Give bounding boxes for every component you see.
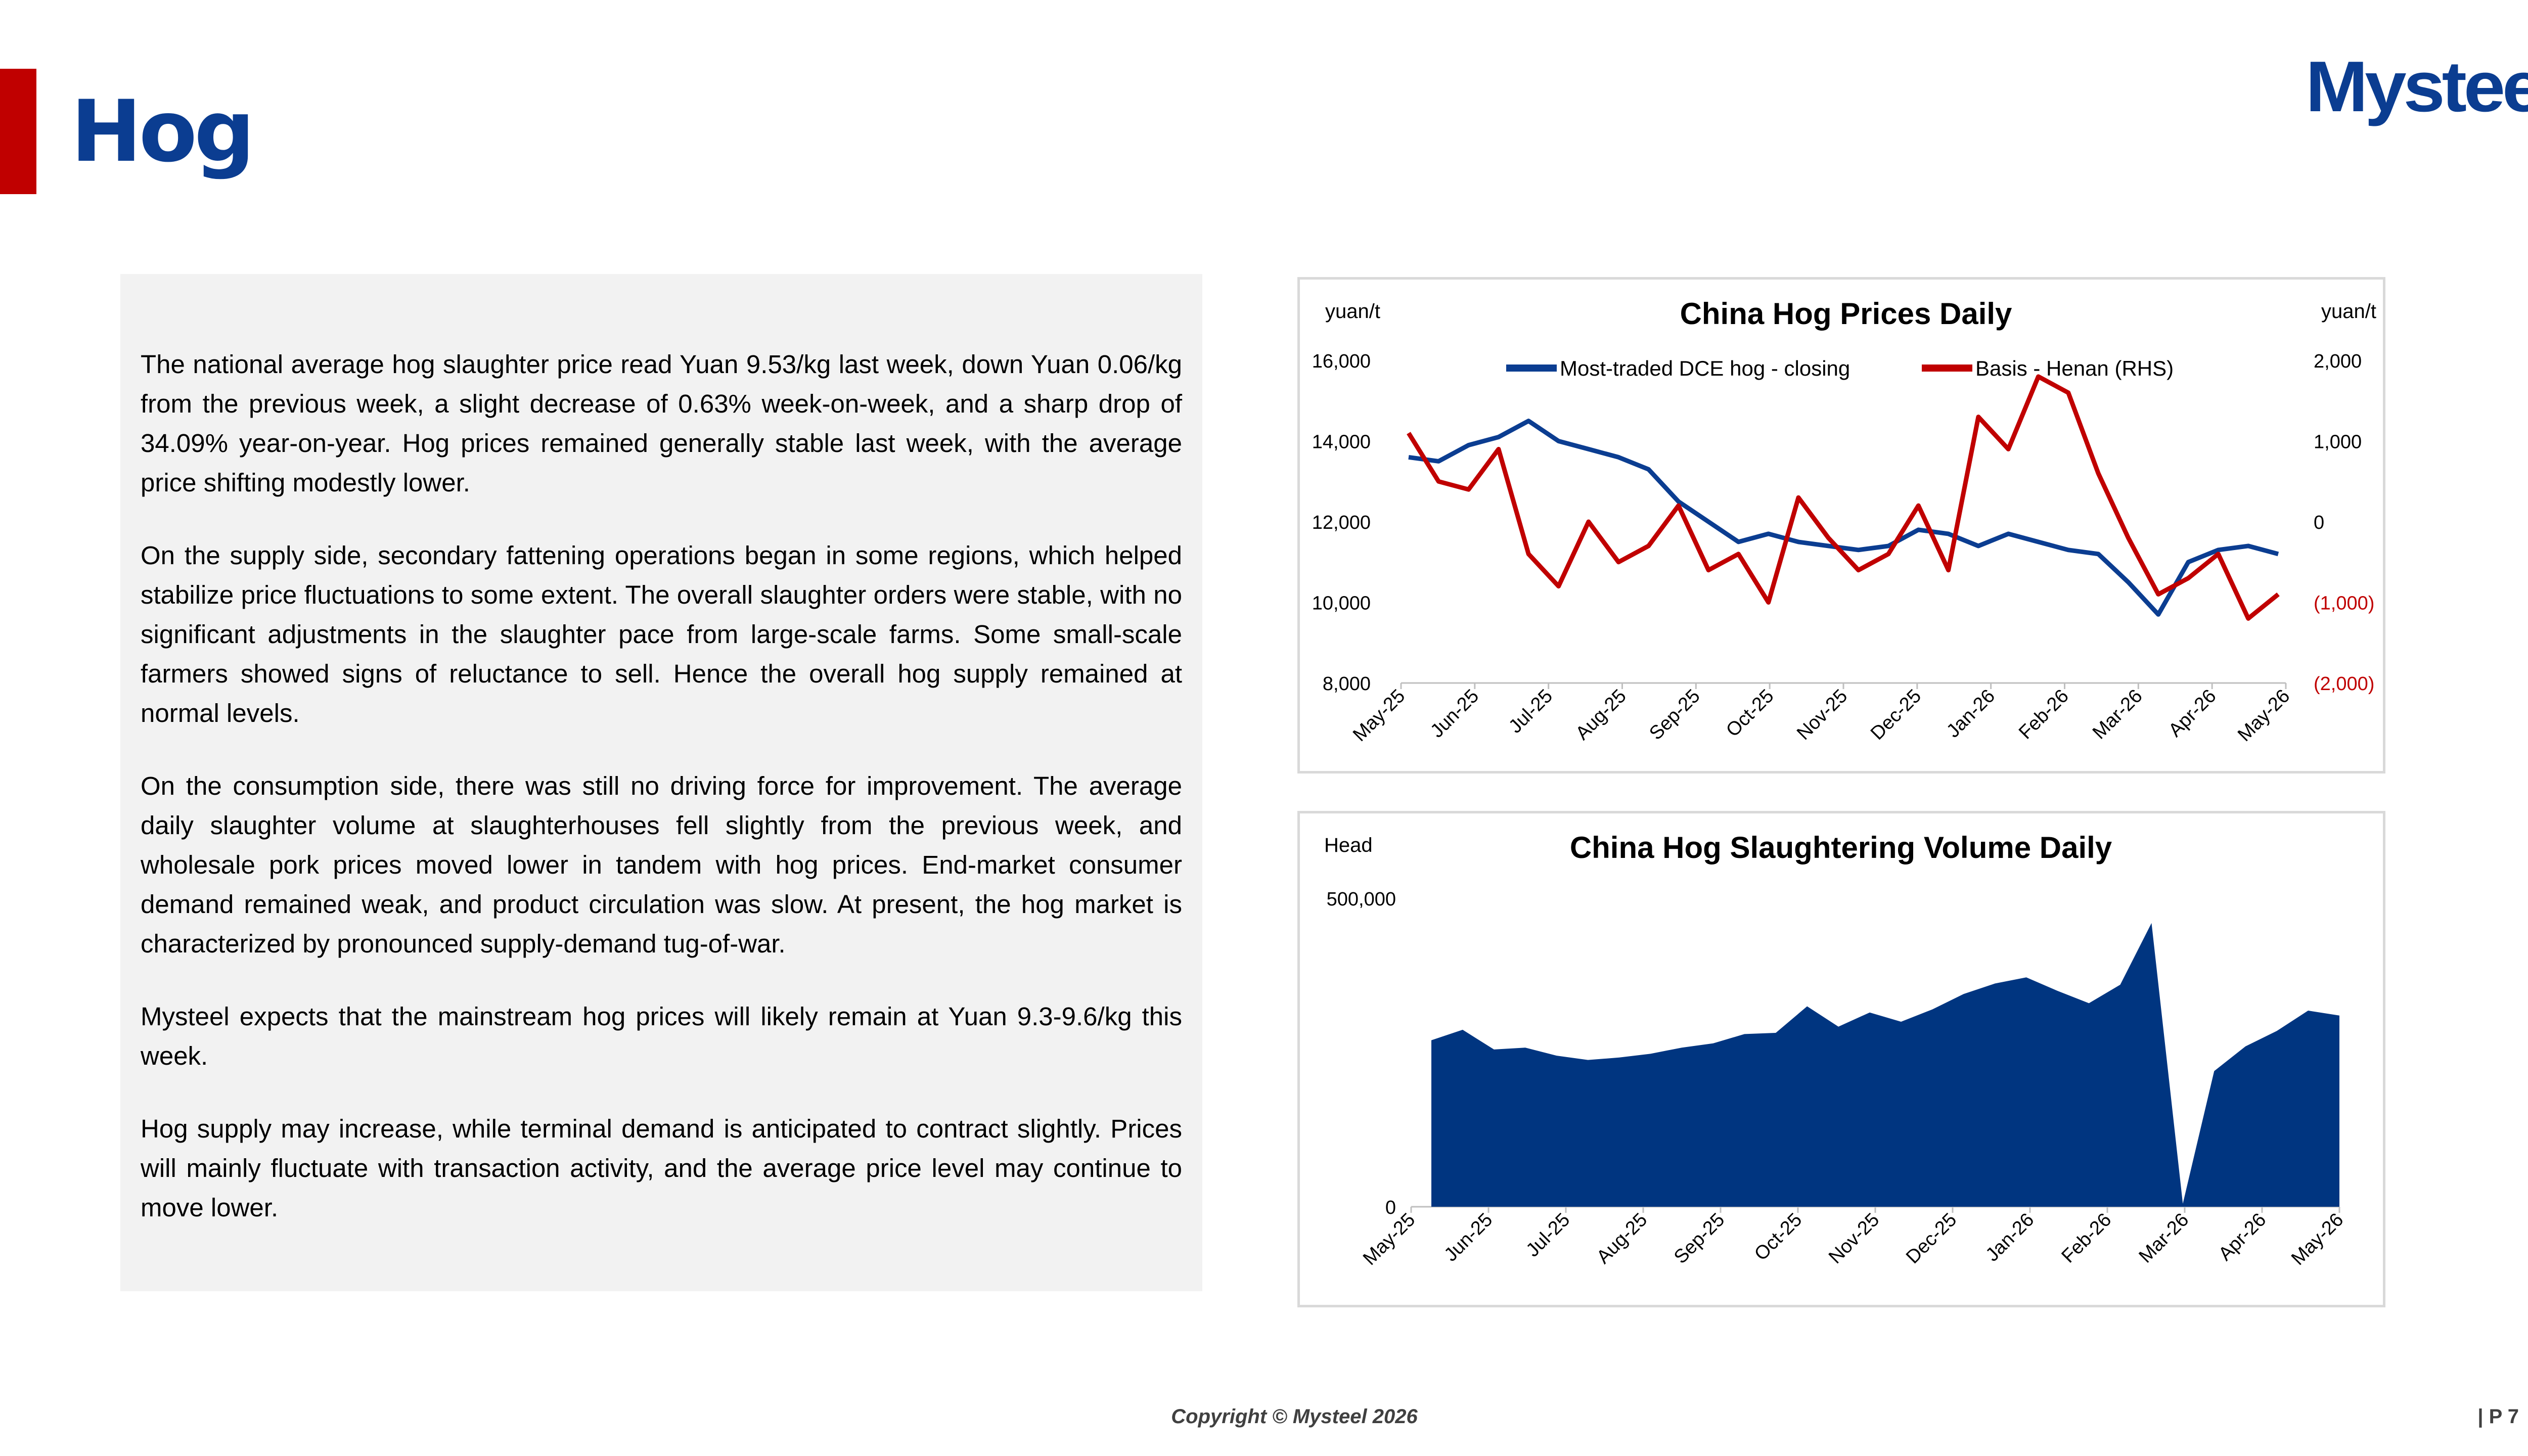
chart1-x-tick: Feb-26: [2015, 686, 2073, 744]
chart1-x-tick: Dec-25: [1867, 686, 1925, 744]
slaughter-volume-chart: China Hog Slaughtering Volume Daily Head…: [1297, 811, 2385, 1307]
chart1-x-tick: Jul-25: [1505, 686, 1557, 738]
chart1-y2-tick: (1,000): [2314, 593, 2374, 614]
series-line-dce-hog: [1408, 419, 2279, 617]
chart2-x-tick: Oct-25: [1750, 1209, 1806, 1265]
commentary-panel: The national average hog slaughter price…: [120, 274, 1202, 1291]
paragraph-consumption: On the consumption side, there was still…: [141, 771, 1182, 958]
chart1-left-axis-label: yuan/t: [1325, 300, 1380, 323]
chart2-x-tick: Sep-25: [1670, 1209, 1729, 1268]
hog-prices-chart-svg: China Hog Prices Daily yuan/t yuan/t Mos…: [1312, 297, 2376, 746]
chart1-x-tick: Aug-25: [1572, 686, 1631, 744]
chart2-y-tick: 0: [1385, 1197, 1396, 1218]
paragraph-forecast: Hog supply may increase, while terminal …: [141, 1114, 1182, 1222]
chart2-x-tick: Feb-26: [2058, 1209, 2116, 1267]
legend-label-dce: Most-traded DCE hog - closing: [1560, 356, 1850, 380]
chart2-x-tick: Jun-25: [1440, 1209, 1497, 1266]
chart1-y-tick: 10,000: [1312, 593, 1371, 614]
chart1-x-tick: Mar-26: [2089, 686, 2147, 744]
chart1-right-axis-label: yuan/t: [2321, 300, 2376, 323]
logo-wordmark: Mysteel: [2306, 47, 2528, 127]
series-area-slaughter-volume: [1431, 923, 2339, 1207]
paragraph-supply: On the supply side, secondary fattening …: [141, 541, 1182, 727]
chart1-x-tick: Sep-25: [1645, 686, 1704, 744]
chart1-y-tick: 12,000: [1312, 512, 1371, 533]
chart2-x-tick: Jan-26: [1981, 1209, 2038, 1266]
page-number: | P 7: [2477, 1405, 2519, 1428]
chart1-title: China Hog Prices Daily: [1680, 297, 2012, 331]
chart1-x-tick: Jun-25: [1426, 686, 1483, 742]
chart1-legend: Most-traded DCE hog - closing Basis - He…: [1506, 356, 2174, 380]
chart2-x-tick: Apr-26: [2215, 1209, 2270, 1265]
chart1-x-tick: Oct-25: [1722, 686, 1778, 741]
chart1-x-tick: Apr-26: [2164, 686, 2220, 741]
chart1-y-tick: 14,000: [1312, 432, 1371, 453]
chart2-x-tick: Aug-25: [1593, 1209, 1651, 1268]
legend-label-basis: Basis - Henan (RHS): [1975, 356, 2174, 380]
chart2-x-tick: Nov-25: [1825, 1209, 1883, 1268]
slaughter-volume-chart-svg: China Hog Slaughtering Volume Daily Head…: [1324, 831, 2348, 1269]
chart1-x-tick: Jan-26: [1943, 686, 1999, 742]
title-accent-bar: [0, 69, 36, 194]
chart2-x-tick: Dec-25: [1902, 1209, 1961, 1268]
chart2-x-tick: May-26: [2287, 1209, 2348, 1269]
chart1-y-tick: 8,000: [1323, 673, 1371, 695]
chart1-x-tick: Nov-25: [1793, 686, 1852, 744]
chart2-y-tick: 500,000: [1327, 889, 1396, 910]
chart2-axis-label: Head: [1324, 834, 1373, 856]
chart1-y-tick: 16,000: [1312, 351, 1371, 372]
chart1-y2-tick: 2,000: [2314, 351, 2362, 372]
chart2-title: China Hog Slaughtering Volume Daily: [1570, 831, 2112, 864]
chart1-y2-tick: 1,000: [2314, 432, 2362, 453]
chart1-y2-tick: (2,000): [2314, 673, 2374, 695]
series-line-basis-henan: [1407, 374, 2280, 621]
mysteel-logo: Mysteel: [2306, 47, 2528, 127]
chart2-x-tick: Mar-26: [2135, 1209, 2193, 1267]
hog-prices-chart: China Hog Prices Daily yuan/t yuan/t Mos…: [1297, 277, 2385, 774]
copyright-footer: Copyright © Mysteel 2026: [1171, 1405, 1418, 1428]
chart1-x-tick: May-26: [2234, 686, 2294, 746]
page-title: Hog: [71, 82, 255, 181]
paragraph-outlook: Mysteel expects that the mainstream hog …: [141, 1002, 1182, 1070]
chart2-x-tick: Jul-25: [1522, 1209, 1574, 1261]
paragraph-price: The national average hog slaughter price…: [141, 350, 1182, 497]
chart1-y2-tick: 0: [2314, 512, 2324, 533]
